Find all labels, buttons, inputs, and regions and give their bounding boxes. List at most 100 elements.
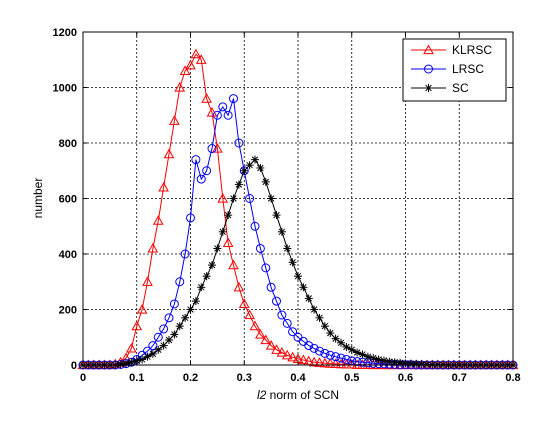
x-tick-labels: 0 0.1 0.2 0.3 0.4 0.5 0.6 0.7 0.8 [80,372,521,384]
data-point-lrsc [196,174,206,184]
data-point-lrsc [148,341,158,351]
data-point-klrsc [195,54,207,64]
data-point-lrsc [250,221,260,231]
star-stroke [375,356,382,363]
data-point-sc [170,330,179,339]
star-stroke [423,361,431,368]
data-point-sc [202,272,211,281]
data-point-klrsc [233,281,245,292]
star-stroke [267,195,275,202]
data-point-lrsc [180,249,190,259]
star-stroke [257,164,264,172]
data-point-sc [116,360,125,369]
data-point-klrsc [249,320,261,331]
star-stroke [171,331,178,338]
data-point-klrsc [131,320,143,331]
legend-marker-lrsc [424,64,433,74]
star-stroke [370,354,377,362]
data-point-sc [299,283,308,292]
star-stroke [203,272,210,280]
data-point-klrsc [174,81,186,92]
x-tick-label: 0.2 [183,372,198,384]
data-point-lrsc [288,327,298,337]
data-point-klrsc [287,351,298,362]
star-stroke [380,357,388,364]
data-point-sc [347,345,356,354]
data-point-klrsc [271,344,282,354]
star-stroke [294,272,302,280]
star-stroke [241,167,248,174]
data-point-klrsc [201,93,212,103]
data-point-sc [165,336,173,345]
star-stroke [165,336,173,344]
data-point-lrsc [331,352,341,362]
data-point-klrsc [169,115,180,125]
x-tick-label: 0.8 [505,372,520,384]
y-tick-label: 400 [59,249,77,261]
star-stroke [337,339,345,347]
data-point-sc [294,272,302,281]
data-point-sc [197,283,206,292]
data-point-sc [304,294,313,303]
data-point-klrsc [281,349,293,360]
star-stroke [327,329,334,337]
data-point-lrsc [175,277,185,287]
star-stroke [144,353,151,360]
data-point-sc [385,357,394,366]
data-point-klrsc [255,328,266,339]
data-point-lrsc [159,324,169,334]
data-point-klrsc [152,215,164,225]
data-point-klrsc [212,143,223,153]
data-point-klrsc [244,309,255,320]
data-point-lrsc [169,299,179,309]
data-point-sc [251,155,259,164]
data-point-klrsc [190,48,202,59]
x-tick-label: 0 [80,372,86,384]
data-point-lrsc [325,350,335,360]
data-point-lrsc [202,166,212,176]
data-point-sc [310,305,319,314]
star-stroke [251,156,259,163]
data-point-klrsc [126,342,137,353]
data-point-klrsc [330,358,341,368]
star-stroke [278,228,286,236]
data-point-klrsc [136,303,148,314]
star-stroke [117,360,124,368]
data-point-lrsc [320,348,330,358]
star-stroke [386,358,393,365]
data-point-sc [208,261,216,270]
data-point-sc [148,349,157,358]
star-stroke [316,314,323,322]
legend-entry-sc: SC [411,81,469,95]
star-stroke [128,358,135,366]
data-point-klrsc [314,357,325,367]
y-tick-labels: 0 200 400 600 800 1000 1200 [53,27,77,372]
x-axis-label: l2 norm of SCN [257,388,339,402]
y-tick-label: 600 [59,194,77,206]
y-tick-label: 800 [59,138,77,150]
y-tick-label: 1000 [53,83,77,95]
data-point-klrsc [222,237,234,247]
star-stroke [208,261,216,269]
star-stroke [192,297,200,305]
legend-entry-lrsc: LRSC [411,62,484,76]
star-stroke [224,211,232,219]
data-point-klrsc [324,358,336,368]
x-tick-label: 0.3 [237,372,252,384]
legend: KLRSC LRSC SC [402,38,507,102]
star-stroke [246,161,253,169]
data-point-sc [326,329,335,338]
star-stroke [155,346,162,353]
data-point-sc [159,341,168,350]
data-point-lrsc [234,138,244,148]
star-stroke [138,356,146,363]
data-point-lrsc [282,318,292,328]
data-point-lrsc [229,94,238,104]
data-point-sc [267,194,276,203]
data-point-sc [277,227,286,236]
data-point-klrsc [319,357,331,368]
x-tick-label: 0.4 [290,372,306,384]
data-point-klrsc [276,346,288,357]
star-stroke [230,195,237,202]
